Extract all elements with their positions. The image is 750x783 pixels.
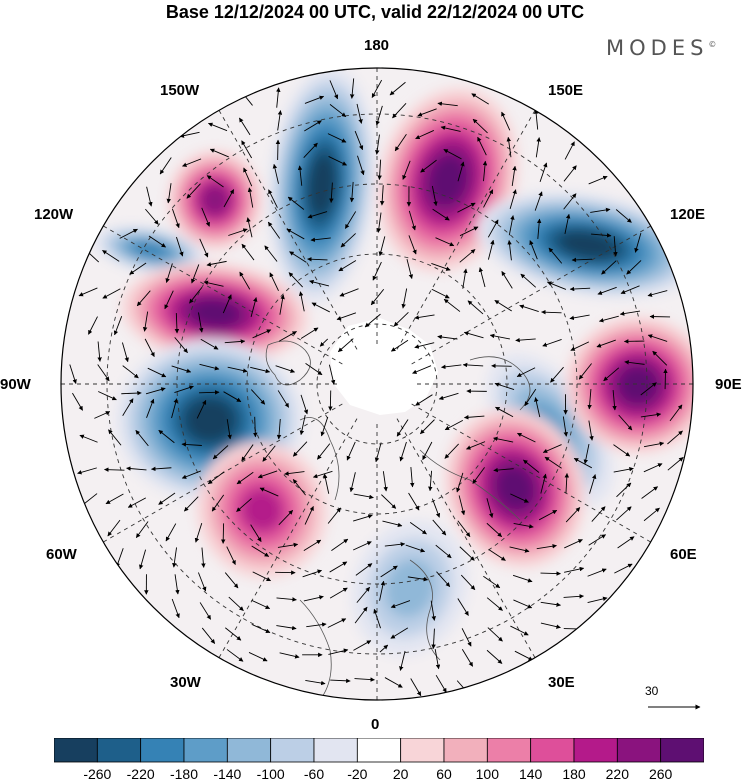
- polar-cap: [330, 318, 438, 415]
- anomaly-center: [94, 225, 206, 275]
- colorbar-tick: -60: [303, 766, 325, 782]
- colorbar-tick: 260: [648, 766, 673, 782]
- lon-label-90e: 90E: [715, 376, 742, 393]
- lon-label-120w: 120W: [34, 206, 74, 223]
- colorbar-tick: 180: [562, 766, 586, 782]
- colorbar-segment: [96, 738, 142, 763]
- reference-vector-label: 30: [645, 684, 659, 698]
- colorbar: [54, 738, 704, 763]
- colorbar-tick: 20: [392, 766, 409, 782]
- lon-label-30w: 30W: [170, 674, 201, 691]
- colorbar-segment: [660, 738, 704, 763]
- colorbar-segment: [54, 738, 98, 763]
- colorbar-tick: 220: [605, 766, 630, 782]
- wind-vectors: [69, 78, 684, 697]
- colorbar-tick: -180: [169, 766, 199, 782]
- coastline: [265, 340, 531, 700]
- lon-label-120e: 120E: [670, 206, 706, 223]
- map-boundary: [60, 67, 694, 701]
- colorbar-tick: 100: [475, 766, 500, 782]
- lon-label-150w: 150W: [160, 82, 200, 99]
- colorbar-tick: 140: [518, 766, 543, 782]
- lon-label-180: 180: [364, 37, 390, 54]
- lon-label-150e: 150E: [548, 82, 584, 99]
- colorbar-segment: [140, 738, 185, 763]
- anomaly-field: [94, 68, 693, 656]
- colorbar-segment: [616, 738, 662, 763]
- anomaly-center: [352, 520, 468, 656]
- lon-label-0: 0: [371, 716, 380, 733]
- colorbar-tick: -140: [213, 766, 242, 782]
- colorbar-segment: [400, 738, 445, 763]
- colorbar-segment: [530, 738, 575, 763]
- colorbar-segment: [356, 738, 402, 763]
- lon-label-30e: 30E: [548, 674, 575, 691]
- map-title: Base 12/12/2024 00 UTC, valid 22/12/2024…: [165, 2, 585, 22]
- colorbar-tick: -100: [256, 766, 285, 782]
- colorbar-segment: [313, 738, 358, 763]
- lon-label-60w: 60W: [46, 546, 77, 563]
- brand-mark: ©: [708, 40, 717, 49]
- colorbar-segment: [183, 738, 228, 763]
- anomaly-center: [167, 150, 263, 250]
- brand-logo: MODES©: [606, 36, 716, 60]
- colorbar-segment: [573, 738, 618, 763]
- colorbar-tick: -260: [83, 766, 112, 782]
- lon-label-90w: 90W: [0, 376, 31, 393]
- lon-label-60e: 60E: [670, 546, 697, 563]
- anomaly-center: [268, 68, 376, 304]
- colorbar-tick: -220: [126, 766, 155, 782]
- brand-name: MODES: [606, 36, 709, 60]
- anomaly-center: [121, 262, 309, 364]
- colorbar-tick: 60: [436, 766, 452, 782]
- colorbar-tick: -20: [347, 766, 368, 782]
- colorbar-segment: [226, 738, 272, 763]
- colorbar-segment: [486, 738, 532, 763]
- colorbar-segment: [270, 738, 315, 763]
- colorbar-segment: [443, 738, 488, 763]
